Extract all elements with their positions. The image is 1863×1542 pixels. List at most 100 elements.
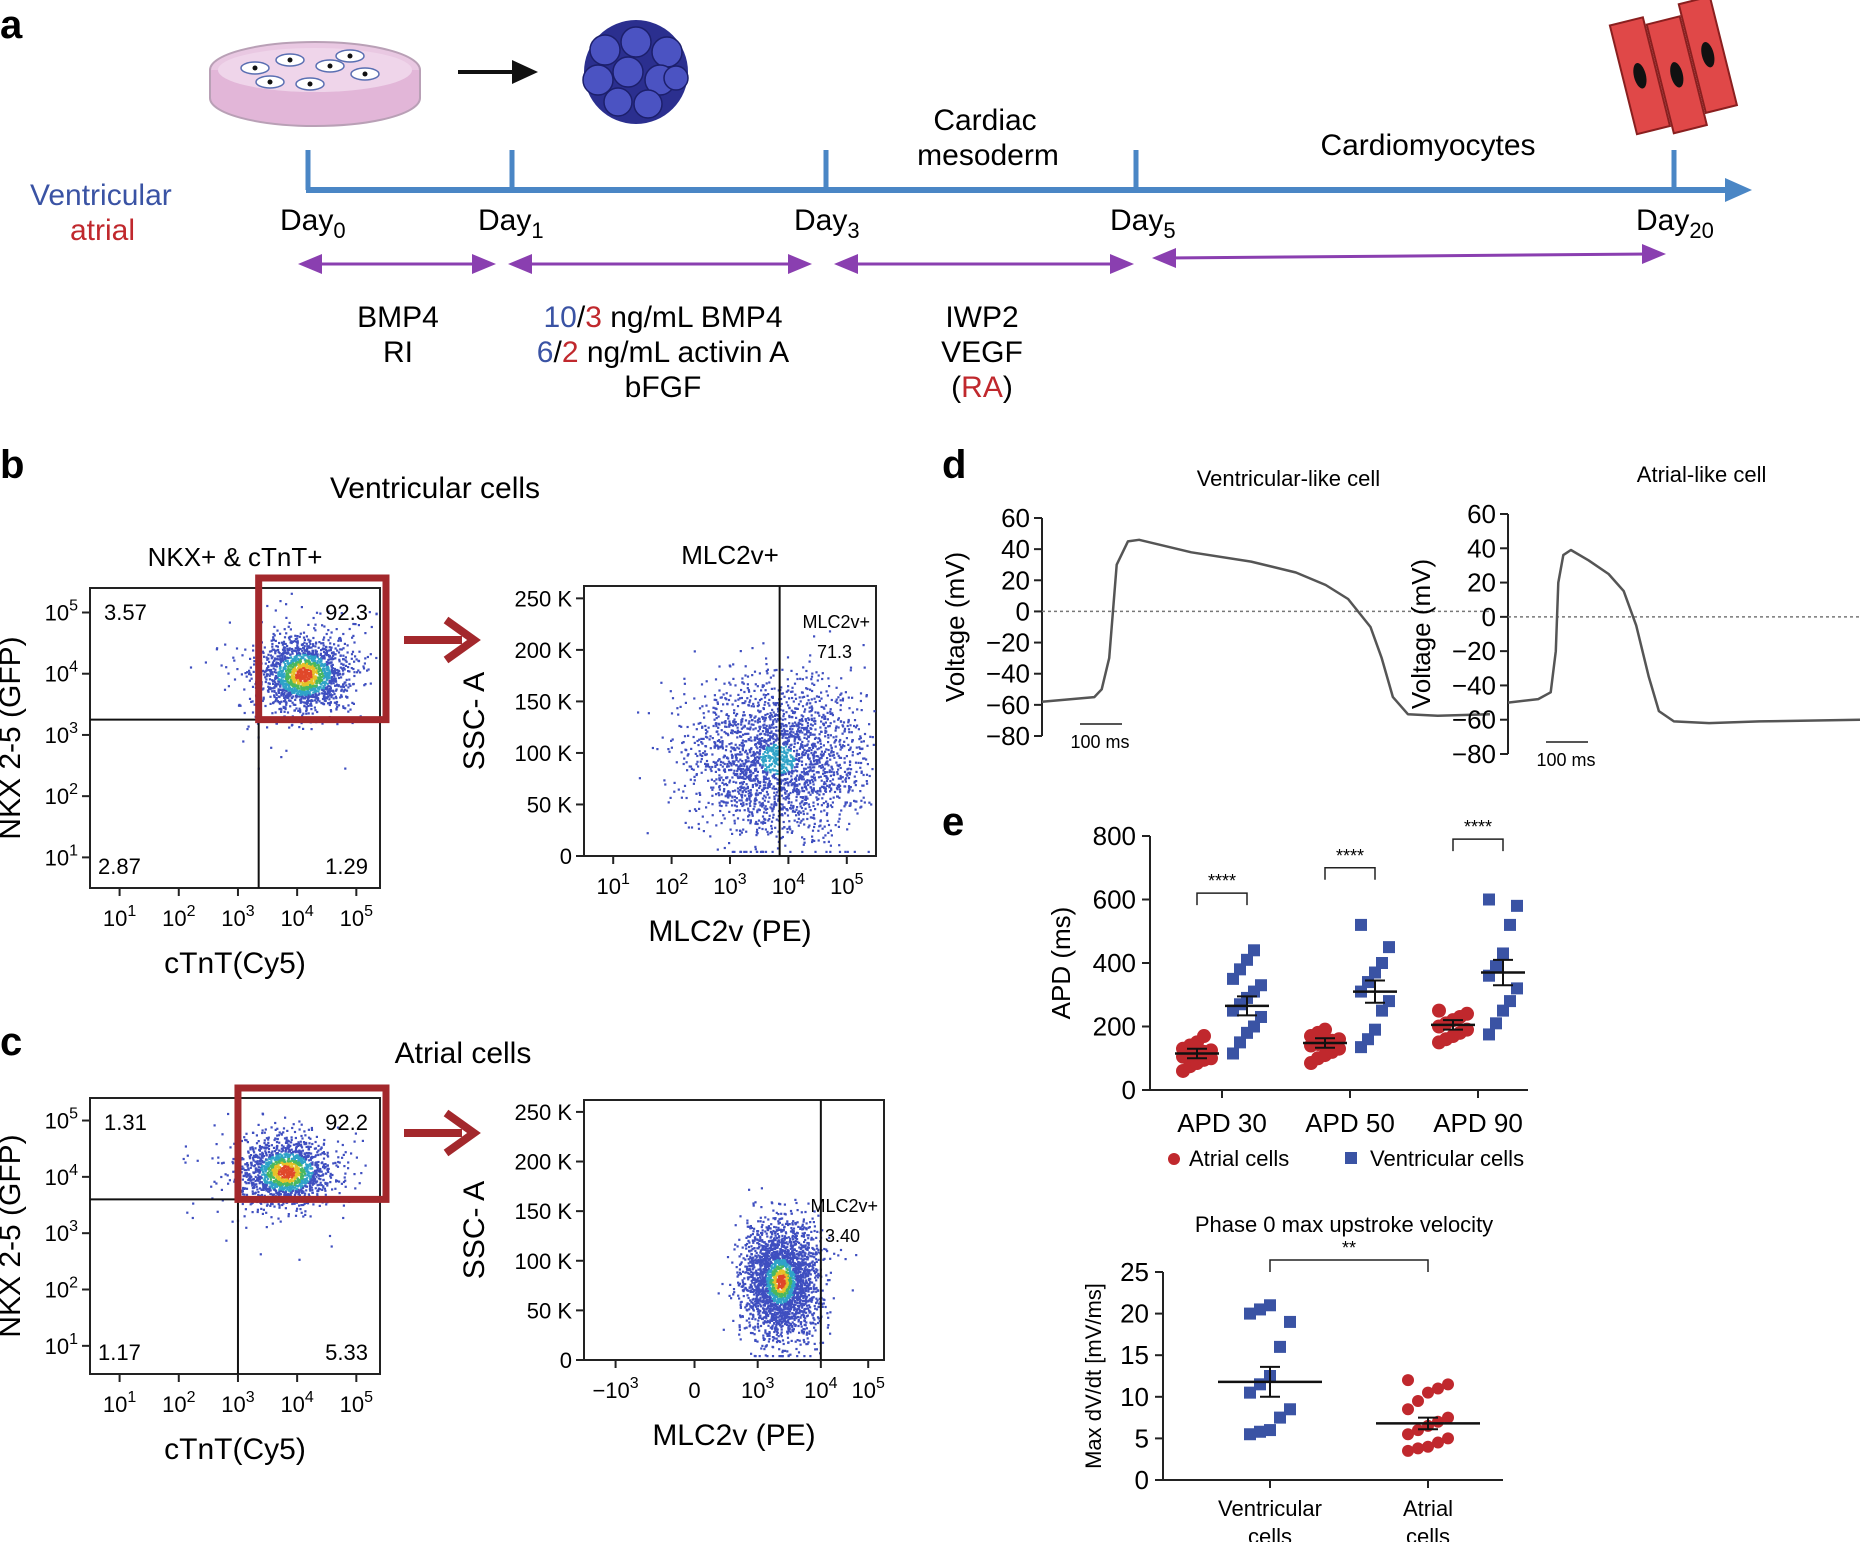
event-dot <box>755 745 758 748</box>
event-dot <box>758 792 761 795</box>
event-dot <box>266 689 270 692</box>
event-dot <box>793 778 796 781</box>
event-dot <box>317 1153 320 1157</box>
event-dot <box>305 692 308 695</box>
event-dot <box>785 724 788 727</box>
event-dot <box>834 727 838 730</box>
event-dot <box>699 721 702 725</box>
event-dot <box>284 1162 287 1165</box>
event-dot <box>262 1208 265 1211</box>
event-dot <box>677 713 680 716</box>
event-dot <box>727 760 730 763</box>
event-dot <box>722 756 725 759</box>
event-dot <box>814 720 817 723</box>
event-dot <box>728 769 731 772</box>
event-dot <box>270 1151 273 1155</box>
event-dot <box>312 656 315 659</box>
event-dot <box>351 650 355 653</box>
event-dot <box>307 699 310 702</box>
event-dot <box>704 768 707 771</box>
event-dot <box>834 729 837 732</box>
event-dot <box>312 674 315 677</box>
panel-a-label: a <box>0 3 23 47</box>
event-dot <box>284 701 287 704</box>
event-dot <box>858 738 861 741</box>
event-dot <box>827 831 830 834</box>
event-dot <box>705 732 708 735</box>
event-dot <box>315 681 318 684</box>
event-dot <box>299 679 302 682</box>
panel-c-label: c <box>0 1020 22 1064</box>
event-dot <box>810 718 814 722</box>
event-dot <box>730 762 733 765</box>
event-dot <box>752 705 755 708</box>
event-dot <box>740 753 743 756</box>
event-dot <box>793 819 796 822</box>
event-dot <box>352 634 355 637</box>
event-dot <box>787 733 790 736</box>
event-dot <box>704 695 707 698</box>
event-dot <box>744 794 747 797</box>
event-dot <box>813 683 816 686</box>
event-dot <box>791 755 794 758</box>
event-dot <box>764 759 768 763</box>
event-dot <box>303 638 306 641</box>
event-dot <box>796 741 799 745</box>
event-dot <box>302 667 305 670</box>
event-dot <box>766 751 769 755</box>
event-dot <box>278 678 281 681</box>
event-dot <box>754 769 757 772</box>
event-dot <box>780 772 783 775</box>
event-dot <box>743 725 746 728</box>
event-dot <box>716 848 719 851</box>
event-dot <box>739 772 742 775</box>
event-dot <box>839 699 842 702</box>
event-dot <box>759 764 762 767</box>
event-dot <box>827 725 830 728</box>
event-dot <box>853 850 856 853</box>
event-dot <box>814 808 817 811</box>
event-dot <box>757 701 760 704</box>
event-dot <box>812 780 815 783</box>
event-dot <box>290 640 293 643</box>
event-dot <box>186 1211 189 1214</box>
event-dot <box>753 689 756 692</box>
event-dot <box>274 652 277 655</box>
event-dot <box>285 632 288 635</box>
event-dot <box>817 737 821 740</box>
event-dot <box>768 704 771 707</box>
event-dot <box>267 657 270 660</box>
event-dot <box>787 800 790 803</box>
x-tick-label: 105 <box>340 903 373 931</box>
event-dot <box>765 682 768 685</box>
event-dot <box>775 726 778 729</box>
event-dot <box>252 1131 255 1134</box>
event-dot <box>285 703 288 706</box>
event-dot <box>853 799 856 802</box>
event-dot <box>715 717 718 720</box>
event-dot <box>275 671 278 674</box>
event-dot <box>718 779 721 782</box>
event-dot <box>741 702 744 705</box>
event-dot <box>305 709 308 713</box>
event-dot <box>792 731 795 734</box>
event-dot <box>768 724 771 727</box>
event-dot <box>856 752 859 756</box>
event-dot <box>809 723 813 726</box>
event-dot <box>301 665 304 668</box>
event-dot <box>293 691 296 694</box>
event-dot <box>338 670 341 673</box>
event-dot <box>811 682 814 685</box>
event-dot <box>749 800 752 803</box>
event-dot <box>806 797 809 800</box>
event-dot <box>827 840 830 843</box>
event-dot <box>264 676 267 679</box>
event-dot <box>772 721 775 724</box>
event-dot <box>759 746 763 749</box>
gate-value: 71.3 <box>817 642 852 662</box>
event-dot <box>741 681 744 684</box>
event-dot <box>310 1172 313 1175</box>
event-dot <box>342 663 345 666</box>
event-dot <box>776 747 779 750</box>
